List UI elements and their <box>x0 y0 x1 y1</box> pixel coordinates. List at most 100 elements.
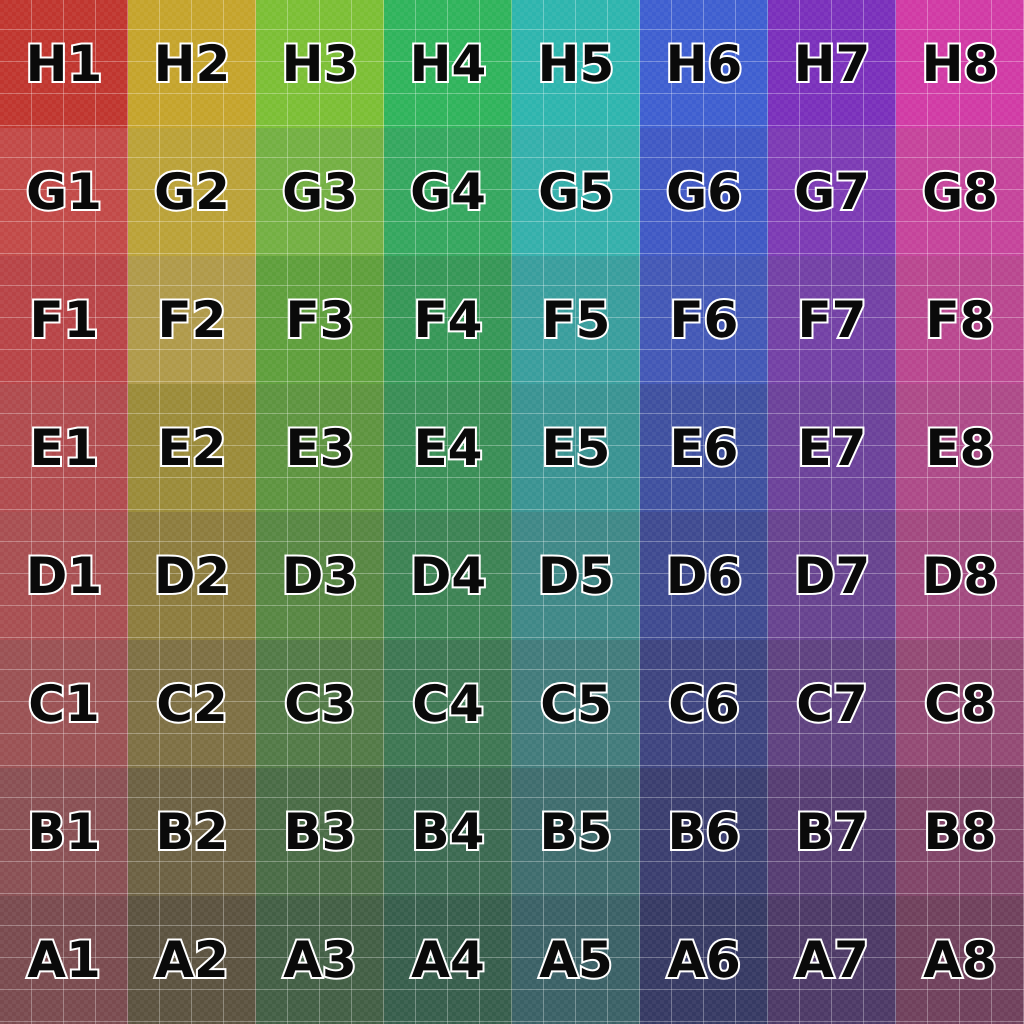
cell-label: F3 <box>284 291 357 349</box>
cell-label: B2 <box>154 803 231 861</box>
grid-cell-d3[interactable]: D3 <box>256 512 384 640</box>
cell-label: A8 <box>921 931 998 989</box>
grid-cell-d1[interactable]: D1 <box>0 512 128 640</box>
grid-cell-d8[interactable]: D8 <box>896 512 1024 640</box>
grid-cell-e2[interactable]: E2 <box>128 384 256 512</box>
cell-label: D3 <box>280 547 360 605</box>
grid-cell-d7[interactable]: D7 <box>768 512 896 640</box>
grid-cell-h1[interactable]: H1 <box>0 0 128 128</box>
grid-cell-h7[interactable]: H7 <box>768 0 896 128</box>
grid-cell-b1[interactable]: B1 <box>0 768 128 896</box>
grid-cell-d5[interactable]: D5 <box>512 512 640 640</box>
cell-label: H2 <box>152 35 233 93</box>
cell-label: B1 <box>26 803 103 861</box>
grid-cell-h2[interactable]: H2 <box>128 0 256 128</box>
cell-label: D1 <box>24 547 104 605</box>
grid-cell-e5[interactable]: E5 <box>512 384 640 512</box>
grid-cell-a5[interactable]: A5 <box>512 896 640 1024</box>
cell-label: C1 <box>26 675 102 733</box>
grid-cell-d4[interactable]: D4 <box>384 512 512 640</box>
cell-label: F6 <box>668 291 741 349</box>
grid-cell-f5[interactable]: F5 <box>512 256 640 384</box>
grid-cell-e8[interactable]: E8 <box>896 384 1024 512</box>
grid-cell-b2[interactable]: B2 <box>128 768 256 896</box>
grid-cell-c6[interactable]: C6 <box>640 640 768 768</box>
grid-cell-g8[interactable]: G8 <box>896 128 1024 256</box>
cell-label: E5 <box>540 419 613 477</box>
grid-cell-d2[interactable]: D2 <box>128 512 256 640</box>
cell-label: C5 <box>538 675 614 733</box>
grid-cell-c7[interactable]: C7 <box>768 640 896 768</box>
grid-cell-c8[interactable]: C8 <box>896 640 1024 768</box>
grid-cell-h8[interactable]: H8 <box>896 0 1024 128</box>
cell-label: B6 <box>666 803 743 861</box>
grid-cell-g4[interactable]: G4 <box>384 128 512 256</box>
cell-label: G1 <box>24 163 104 221</box>
grid-cell-b4[interactable]: B4 <box>384 768 512 896</box>
cell-label: H3 <box>280 35 361 93</box>
grid-cell-f7[interactable]: F7 <box>768 256 896 384</box>
grid-cell-f1[interactable]: F1 <box>0 256 128 384</box>
cell-label: C7 <box>794 675 870 733</box>
grid-cell-h4[interactable]: H4 <box>384 0 512 128</box>
grid-cell-d6[interactable]: D6 <box>640 512 768 640</box>
grid-cell-a1[interactable]: A1 <box>0 896 128 1024</box>
grid-cell-b5[interactable]: B5 <box>512 768 640 896</box>
cell-label: C6 <box>666 675 742 733</box>
cell-label: C4 <box>410 675 486 733</box>
cell-label: D6 <box>664 547 744 605</box>
cell-label: F8 <box>924 291 997 349</box>
grid-cell-c4[interactable]: C4 <box>384 640 512 768</box>
cell-label: B8 <box>922 803 999 861</box>
grid-cell-f6[interactable]: F6 <box>640 256 768 384</box>
grid-cell-g6[interactable]: G6 <box>640 128 768 256</box>
grid-cell-b3[interactable]: B3 <box>256 768 384 896</box>
grid-cell-c5[interactable]: C5 <box>512 640 640 768</box>
grid-cell-b6[interactable]: B6 <box>640 768 768 896</box>
grid-cell-g3[interactable]: G3 <box>256 128 384 256</box>
grid-cell-c3[interactable]: C3 <box>256 640 384 768</box>
grid-cell-c1[interactable]: C1 <box>0 640 128 768</box>
grid-cell-g5[interactable]: G5 <box>512 128 640 256</box>
grid-cell-f8[interactable]: F8 <box>896 256 1024 384</box>
cell-label: B4 <box>410 803 487 861</box>
cell-label: E1 <box>28 419 101 477</box>
grid-cell-e3[interactable]: E3 <box>256 384 384 512</box>
cell-label: E3 <box>284 419 357 477</box>
grid-cell-g7[interactable]: G7 <box>768 128 896 256</box>
cell-label: A7 <box>793 931 870 989</box>
cell-label: E4 <box>412 419 485 477</box>
cell-label: G5 <box>536 163 616 221</box>
grid-cell-a4[interactable]: A4 <box>384 896 512 1024</box>
grid-cell-f4[interactable]: F4 <box>384 256 512 384</box>
grid-cell-c2[interactable]: C2 <box>128 640 256 768</box>
grid-cell-a6[interactable]: A6 <box>640 896 768 1024</box>
grid-cell-g1[interactable]: G1 <box>0 128 128 256</box>
cell-label: G7 <box>792 163 872 221</box>
grid-cell-a3[interactable]: A3 <box>256 896 384 1024</box>
cell-label: C2 <box>154 675 230 733</box>
cell-label: D8 <box>920 547 1000 605</box>
cell-label: B7 <box>794 803 871 861</box>
grid-cell-e6[interactable]: E6 <box>640 384 768 512</box>
cell-label: C3 <box>282 675 358 733</box>
grid-cell-h6[interactable]: H6 <box>640 0 768 128</box>
cell-label: F5 <box>540 291 613 349</box>
grid-cell-e1[interactable]: E1 <box>0 384 128 512</box>
cell-label: H4 <box>408 35 489 93</box>
cell-label: F1 <box>28 291 101 349</box>
grid-cell-a7[interactable]: A7 <box>768 896 896 1024</box>
grid-cell-h3[interactable]: H3 <box>256 0 384 128</box>
grid-cell-b8[interactable]: B8 <box>896 768 1024 896</box>
grid-cell-g2[interactable]: G2 <box>128 128 256 256</box>
grid-cell-a8[interactable]: A8 <box>896 896 1024 1024</box>
grid-cell-e4[interactable]: E4 <box>384 384 512 512</box>
grid-cell-e7[interactable]: E7 <box>768 384 896 512</box>
cell-label: D4 <box>408 547 488 605</box>
grid-cell-a2[interactable]: A2 <box>128 896 256 1024</box>
grid-cell-h5[interactable]: H5 <box>512 0 640 128</box>
grid-cell-f2[interactable]: F2 <box>128 256 256 384</box>
grid-cell-f3[interactable]: F3 <box>256 256 384 384</box>
grid-cell-b7[interactable]: B7 <box>768 768 896 896</box>
